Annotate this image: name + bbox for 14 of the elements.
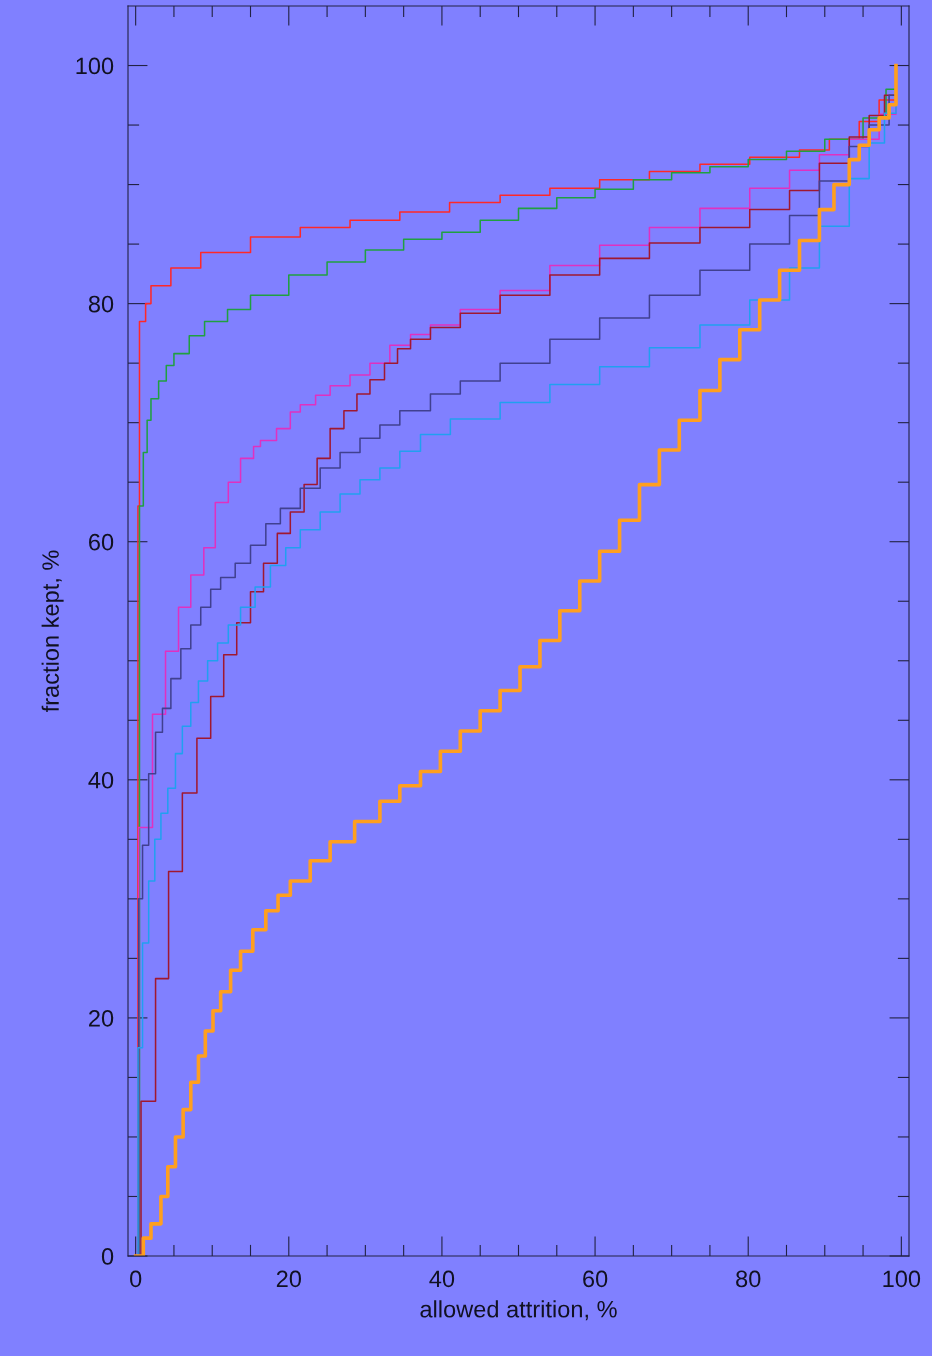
- x-tick-label: 20: [276, 1270, 301, 1288]
- y-tick-label: 80: [88, 295, 114, 313]
- x-tick-label: 100: [883, 1270, 921, 1288]
- x-axis-title: allowed attrition, %: [420, 1300, 617, 1321]
- x-tick-label: 80: [736, 1270, 761, 1288]
- x-tick-label: 40: [429, 1270, 455, 1288]
- y-axis-title: fraction kept, %: [41, 550, 64, 713]
- y-tick-label: 100: [76, 57, 114, 75]
- x-tick-label: 0: [130, 1270, 142, 1288]
- y-tick-label: 0: [101, 1248, 114, 1265]
- y-tick-label: 20: [89, 1009, 114, 1027]
- y-tick-label: 40: [88, 771, 114, 789]
- x-tick-label: 60: [583, 1270, 608, 1288]
- y-tick-label: 60: [89, 533, 114, 551]
